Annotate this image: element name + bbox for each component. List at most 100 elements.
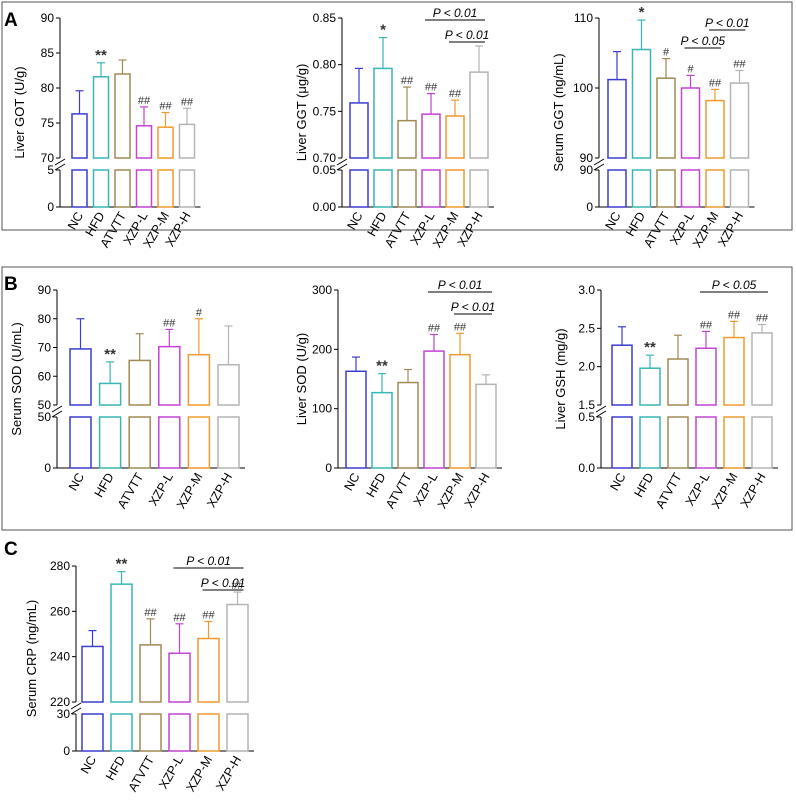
liver-got-bar-xzp-l [135,125,153,159]
liver-gsh-bar-xzp-h [751,332,773,406]
liver-gsh-bar-atvtt [667,358,689,406]
liver-ggt-comparison-label: P < 0.01 [445,28,490,42]
serum-ggt-bar-xzp-m [705,99,725,159]
liver-sod-x-label-atvtt: ATVTT [383,470,415,511]
serum-ggt-y-tick-label: 90 [580,151,594,165]
liver-got-bar-xzp-h [178,123,196,159]
serum-ggt-bar-xzp-l-low [680,169,701,208]
liver-sod-bar-hfd [371,391,393,469]
serum-sod-axis-break [51,405,63,413]
liver-gsh-bar-xzp-l [695,347,717,406]
liver-ggt-bar-nc [349,102,369,159]
serum-sod-x-label-xzp-h: XZP-H [204,471,235,510]
serum-ggt-x-label-xzp-h: XZP-H [715,210,746,249]
liver-sod-comparison-label: P < 0.01 [451,300,496,314]
panel-b-frame [1,266,793,531]
serum-ggt-bar-atvtt [656,77,676,159]
serum-crp-bar-xzp-m [197,637,220,703]
liver-got-bar-hfd-low [92,169,110,208]
serum-crp-axis-break [70,702,82,710]
liver-ggt-significance-hfd: * [380,22,386,39]
liver-sod-comparison-label: P < 0.01 [438,278,483,292]
serum-ggt-bar-xzp-l [680,87,701,159]
serum-crp-bar-xzp-m-low [197,713,220,752]
serum-ggt-bar-xzp-h-low [729,169,750,208]
liver-sod-bar-nc [345,370,367,469]
serum-sod-x-label-xzp-l: XZP-L [146,470,176,508]
liver-got-bar-xzp-h-low [178,169,196,208]
liver-got-y-tick-label: 70 [41,151,55,165]
serum-sod-significance-xzp-m: # [196,307,203,319]
liver-gsh-x-label-xzp-h: XZP-H [738,471,769,510]
serum-sod-bar-hfd-low [98,416,122,469]
serum-ggt-bar-hfd-low [631,169,652,208]
serum-ggt-significance-atvtt: # [663,47,670,59]
serum-ggt-bar-atvtt-low [656,169,676,208]
liver-sod-y-label: Liver SOD (U/g) [294,333,309,425]
liver-sod-y-tick-label: 200 [312,342,332,356]
liver-gsh-y-tick-label: 3.0 [578,283,595,297]
serum-crp-x-label-xzp-m: XZP-M [184,754,216,795]
serum-crp-y-tick-label: 260 [50,604,70,618]
liver-ggt-bar-atvtt [397,119,417,159]
serum-sod-significance-xzp-l: ## [163,317,176,329]
liver-ggt-bar-hfd [373,67,393,159]
liver-gsh-bar-nc-low [611,416,633,469]
liver-ggt-bar-xzp-l-low [421,169,441,208]
serum-sod-axis-break [51,410,63,418]
serum-crp-x-label-nc: NC [78,754,99,777]
serum-crp-significance-xzp-l: ## [173,612,186,624]
serum-crp-bar-xzp-l-low [168,713,191,752]
liver-gsh-y-tick-label: 2.0 [578,360,595,374]
serum-ggt-y-label: Serum GGT (ng/mL) [551,53,566,171]
liver-gsh-x-label-xzp-m: XZP-M [709,471,741,512]
serum-crp-bar-xzp-h-low [226,713,249,752]
liver-gsh-bar-hfd [639,367,661,406]
liver-ggt-y-tick-label: 0.75 [313,104,337,118]
liver-ggt-y-tick-label-low: 0.05 [313,163,337,177]
serum-sod-bar-hfd [98,382,122,406]
serum-crp-y-label: Serum CRP (ng/mL) [24,600,39,718]
serum-crp-y-tick-label: 280 [50,559,70,573]
liver-got-bar-atvtt [114,73,131,159]
serum-ggt-bar-nc [607,78,627,159]
liver-gsh-axis-break [595,405,607,413]
serum-sod-bar-nc-low [69,416,92,469]
liver-gsh-bar-xzp-m-low [723,416,745,469]
serum-ggt-y-tick-label: 100 [573,81,593,95]
serum-crp-comparison-label: P < 0.01 [186,554,231,568]
liver-got-y-tick-label: 80 [41,81,55,95]
liver-ggt-significance-atvtt: ## [401,75,414,87]
liver-ggt-bar-xzp-h [469,71,489,159]
liver-ggt-comparison-label: P < 0.01 [433,6,478,20]
liver-got-bar-atvtt-low [114,169,131,208]
liver-gsh-x-label-hfd: HFD [632,471,657,500]
liver-gsh-x-label-atvtt: ATVTT [653,470,685,511]
liver-got-y-label: Liver GOT (U/g) [12,66,27,158]
serum-crp-bar-atvtt [139,644,162,703]
serum-sod-bar-xzp-h-low [217,416,240,469]
serum-crp-bar-atvtt-low [139,713,162,752]
serum-sod-bar-xzp-m-low [187,416,211,469]
serum-ggt-y-tick-label-low: 0 [586,200,593,214]
liver-gsh-x-label-nc: NC [607,471,628,494]
liver-sod-bar-xzp-l [423,350,445,469]
serum-ggt-comparison-label: P < 0.01 [705,16,750,30]
liver-gsh-bar-xzp-h-low [751,416,773,469]
serum-ggt-bar-xzp-m-low [705,169,725,208]
panel-a-frame [1,1,793,231]
liver-got-bar-xzp-m-low [157,169,174,208]
serum-crp-y-tick-label-low: 0 [63,744,70,758]
liver-ggt-bar-nc-low [349,169,369,208]
liver-gsh-significance-xzp-h: ## [756,313,769,325]
liver-got-axis-break [54,158,66,166]
liver-got-significance-xzp-l: ## [138,95,151,107]
liver-got-significance-xzp-m: ## [159,101,172,113]
liver-ggt-bar-xzp-h-low [469,169,489,208]
serum-crp-y-tick-label: 220 [50,695,70,709]
serum-crp-significance-atvtt: ## [144,607,157,619]
liver-gsh-y-tick-label: 2.5 [578,321,595,335]
liver-got-bar-nc-low [71,169,88,208]
liver-sod-bar-xzp-m [449,353,471,469]
liver-got-bar-hfd [92,76,110,159]
